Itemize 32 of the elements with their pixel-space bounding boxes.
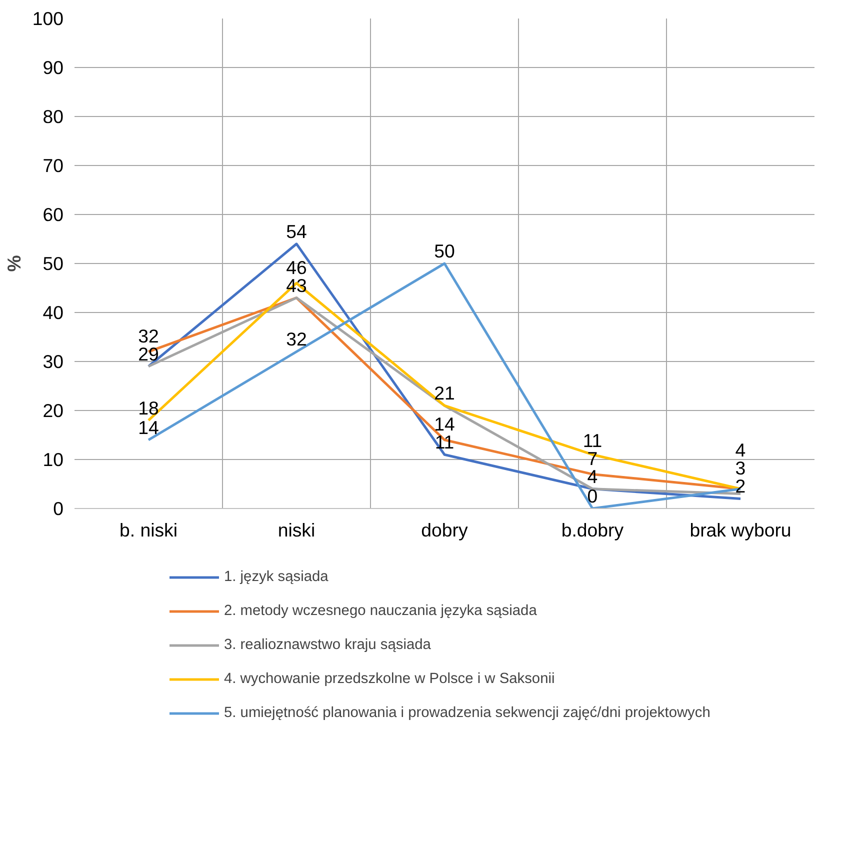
- y-tick-label: 30: [42, 351, 64, 372]
- data-label: 50: [434, 240, 455, 262]
- legend-label: 3. realioznawstwo kraju sąsiada: [224, 637, 431, 653]
- y-tick-label: 100: [32, 8, 64, 29]
- y-tick-label: 10: [42, 449, 64, 470]
- x-tick-label: niski: [278, 520, 316, 540]
- legend-label: 4. wychowanie przedszkolne w Polsce i w Saksonii: [224, 671, 555, 687]
- data-label: 32: [286, 328, 307, 350]
- data-label: 14: [138, 416, 159, 438]
- x-tick-label: b.dobry: [561, 520, 624, 540]
- data-label: 0: [587, 486, 598, 506]
- data-label: 11: [582, 430, 602, 451]
- y-tick-label: 40: [42, 302, 64, 323]
- data-label: 21: [434, 382, 455, 404]
- x-tick-label: b. niski: [119, 520, 178, 540]
- legend-label: 2. metody wczesnego nauczania języka sąsiada: [224, 603, 537, 619]
- y-tick-label: 50: [42, 253, 64, 274]
- y-tick-label: 20: [42, 400, 64, 421]
- data-label: 46: [286, 256, 307, 278]
- y-tick-label: 70: [42, 155, 64, 176]
- x-tick-label: brak wyboru: [690, 520, 792, 540]
- data-label: 18: [138, 397, 159, 418]
- x-tick-label: dobry: [421, 520, 469, 540]
- y-tick-label: 90: [42, 57, 64, 78]
- data-label: 54: [286, 220, 307, 242]
- y-tick-label: 80: [42, 106, 64, 127]
- legend-label: 1. język sąsiada: [224, 569, 328, 585]
- y-axis-title: %: [3, 254, 24, 272]
- legend-label: 5. umiejętność planowania i prowadzenia sekwencji zajęć/dni projektowych: [224, 705, 710, 721]
- y-tick-label: 60: [42, 204, 64, 225]
- data-label: 14: [434, 414, 455, 435]
- y-tick-label: 0: [53, 498, 64, 519]
